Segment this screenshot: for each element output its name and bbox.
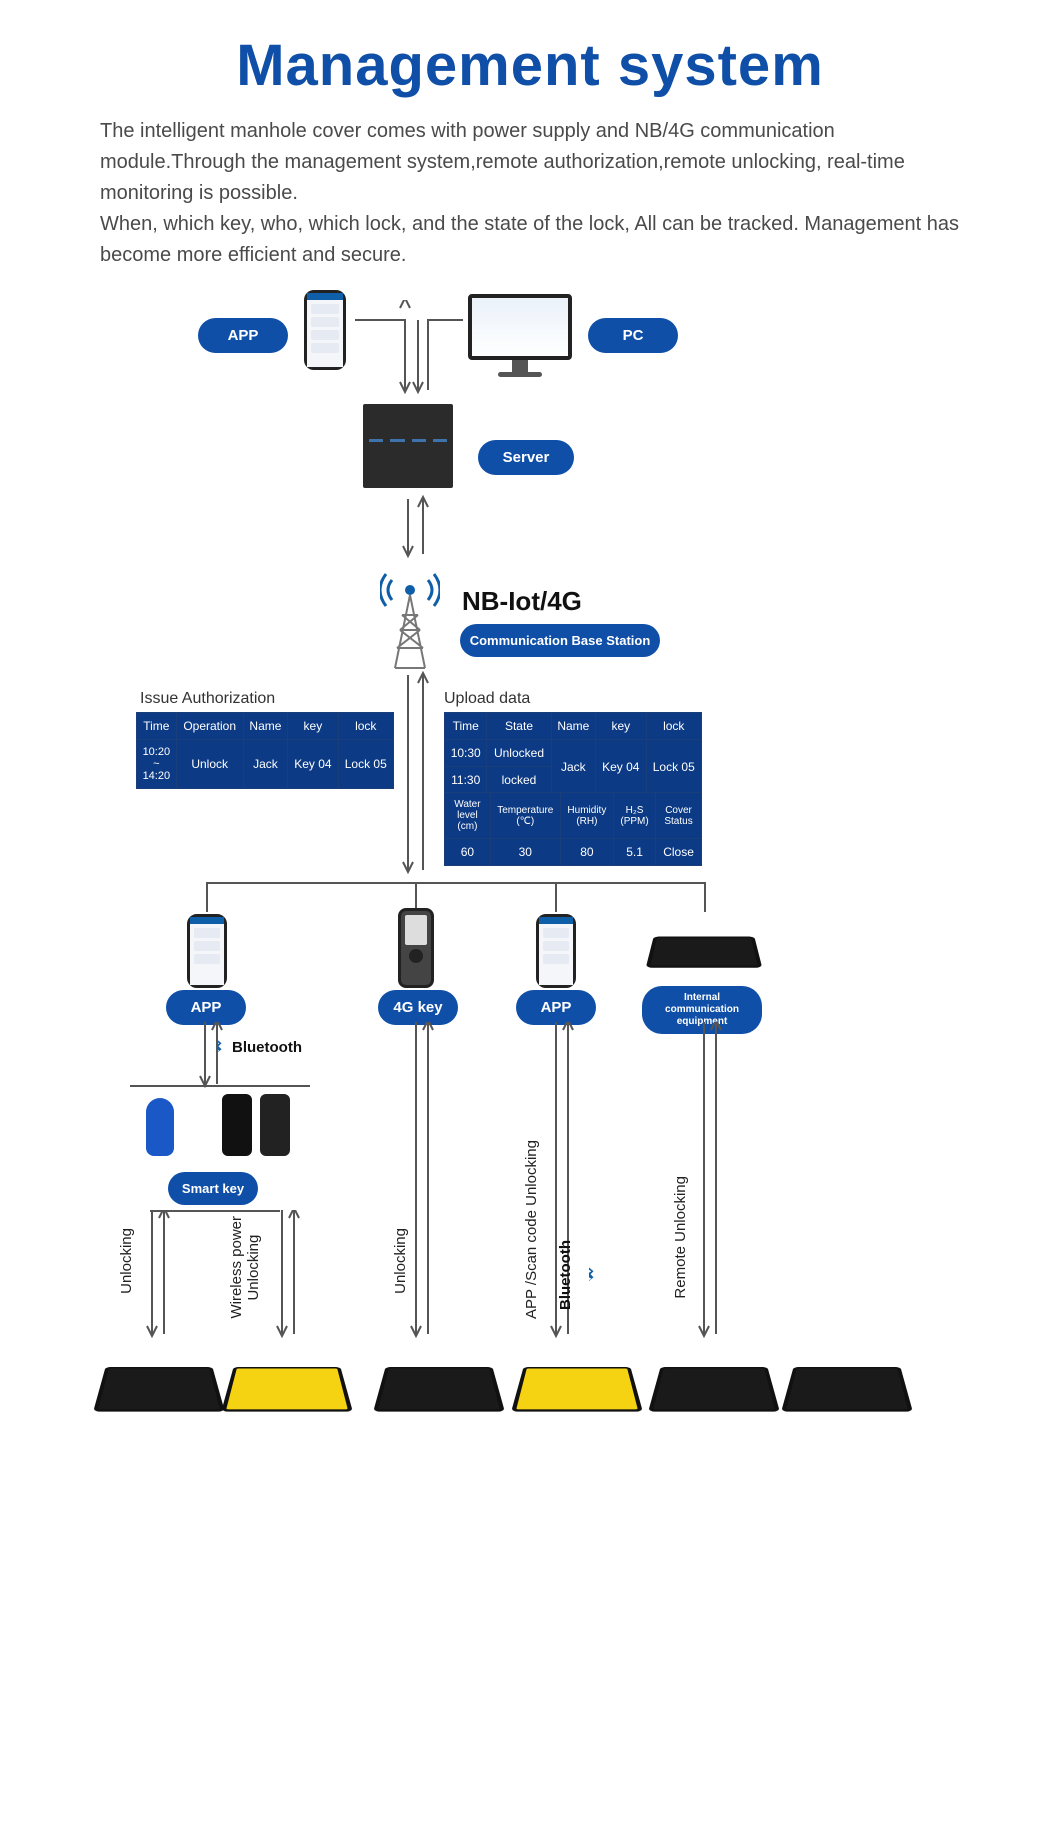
pill-pc: PC xyxy=(588,318,678,353)
server-rack xyxy=(363,404,453,488)
issue-auth-title: Issue Authorization xyxy=(140,690,275,708)
upload-data-title: Upload data xyxy=(444,690,530,708)
auth-table: Time Operation Name key lock 10:20 ~ 14:… xyxy=(136,712,394,789)
arrow-server-tower xyxy=(398,494,438,564)
arrow-tower-down xyxy=(398,670,438,880)
vlabel-unlock2: Unlocking xyxy=(392,1228,409,1294)
branch-v3 xyxy=(555,882,557,912)
phone-app1 xyxy=(187,914,227,988)
pill-app-top: APP xyxy=(198,318,288,353)
arrow-pc-server xyxy=(418,300,478,400)
vlabel-unlock1: Unlocking xyxy=(118,1228,135,1294)
smartkey-blue xyxy=(146,1098,174,1156)
manhole-cover xyxy=(655,1340,773,1434)
bluetooth-label-2: Bluetooth xyxy=(557,1240,598,1310)
tower-icon xyxy=(380,560,440,670)
pill-server: Server xyxy=(478,440,574,475)
col-lock: lock xyxy=(338,713,393,740)
manhole-cover xyxy=(788,1340,906,1434)
col-op: Operation xyxy=(176,713,243,740)
table-header-row: Water level (cm) Temperature (℃) Humidit… xyxy=(445,793,702,839)
arrow-internal-cover xyxy=(694,1022,724,1342)
internal-comm-device xyxy=(650,918,758,984)
app1-down xyxy=(195,1022,225,1092)
table-row: 10:30 Unlocked Jack Key 04 Lock 05 xyxy=(445,740,702,767)
col-key: key xyxy=(288,713,338,740)
monitor-stand xyxy=(512,360,528,372)
vlabel-appscan: APP /Scan code Unlocking xyxy=(523,1140,540,1319)
sk-cover1 xyxy=(142,1210,172,1342)
branch-horizontal xyxy=(206,882,706,884)
smartkey-black2 xyxy=(260,1094,290,1156)
phone-top xyxy=(304,290,346,370)
pill-app-b2: APP xyxy=(516,990,596,1025)
manhole-cover xyxy=(380,1340,498,1434)
manhole-cover xyxy=(100,1340,218,1434)
page-title: Management system xyxy=(0,32,1060,99)
vlabel-remote: Remote Unlocking xyxy=(672,1176,689,1299)
monitor-base xyxy=(498,372,542,377)
col-time: Time xyxy=(137,713,177,740)
pill-comm-base: Communication Base Station xyxy=(460,624,660,657)
table-row: 10:20 ~ 14:20 Unlock Jack Key 04 Lock 05 xyxy=(137,740,394,789)
arrow-4gkey-cover xyxy=(406,1022,436,1342)
sk-cover2 xyxy=(272,1210,302,1342)
table-header-row: Time State Name key lock xyxy=(445,713,702,740)
table-header-row: Time Operation Name key lock xyxy=(137,713,394,740)
manhole-cover xyxy=(518,1340,636,1434)
smartkey-black1 xyxy=(222,1094,252,1156)
manhole-cover xyxy=(228,1340,346,1434)
pill-4gkey: 4G key xyxy=(378,990,458,1025)
branch-v1 xyxy=(206,882,208,912)
sensor-table: Water level (cm) Temperature (℃) Humidit… xyxy=(444,792,702,866)
table-row: 60 30 80 5.1 Close xyxy=(445,839,702,866)
pill-app-b1: APP xyxy=(166,990,246,1025)
col-name: Name xyxy=(243,713,288,740)
monitor-pc xyxy=(468,294,572,360)
description-text: The intelligent manhole cover comes with… xyxy=(100,116,960,271)
pill-smartkey: Smart key xyxy=(168,1172,258,1205)
nb-iot-label: NB-Iot/4G xyxy=(462,586,582,617)
vlabel-wireless: Wireless power Unlocking xyxy=(228,1216,262,1319)
fourg-key-device xyxy=(398,908,434,988)
phone-app2 xyxy=(536,914,576,988)
upload-table: Time State Name key lock 10:30 Unlocked … xyxy=(444,712,702,794)
branch-v4 xyxy=(704,882,706,912)
